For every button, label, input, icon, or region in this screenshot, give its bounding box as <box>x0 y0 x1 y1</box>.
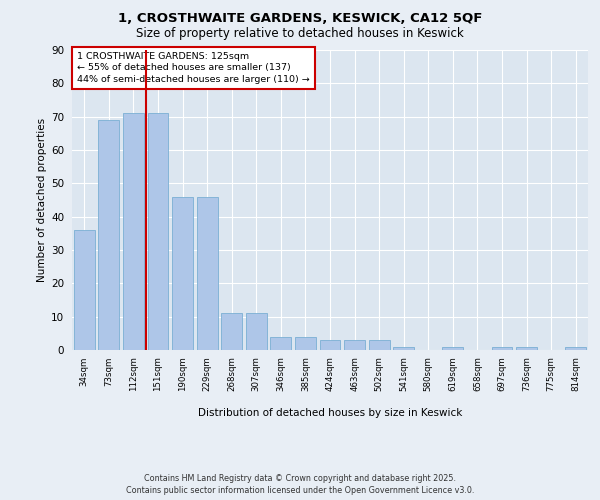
Y-axis label: Number of detached properties: Number of detached properties <box>37 118 47 282</box>
Text: 1, CROSTHWAITE GARDENS, KESWICK, CA12 5QF: 1, CROSTHWAITE GARDENS, KESWICK, CA12 5Q… <box>118 12 482 26</box>
Bar <box>123 114 144 350</box>
Bar <box>320 340 340 350</box>
Bar <box>295 336 316 350</box>
Bar <box>442 346 463 350</box>
Text: 1 CROSTHWAITE GARDENS: 125sqm
← 55% of detached houses are smaller (137)
44% of : 1 CROSTHWAITE GARDENS: 125sqm ← 55% of d… <box>77 52 310 84</box>
Text: Contains HM Land Registry data © Crown copyright and database right 2025.
Contai: Contains HM Land Registry data © Crown c… <box>126 474 474 495</box>
Bar <box>393 346 414 350</box>
Text: Size of property relative to detached houses in Keswick: Size of property relative to detached ho… <box>136 28 464 40</box>
Bar <box>246 314 267 350</box>
Bar <box>344 340 365 350</box>
Bar <box>271 336 292 350</box>
Bar <box>491 346 512 350</box>
Bar <box>197 196 218 350</box>
Bar <box>368 340 389 350</box>
Bar <box>148 114 169 350</box>
Bar <box>172 196 193 350</box>
Bar <box>565 346 586 350</box>
Bar <box>74 230 95 350</box>
Bar <box>516 346 537 350</box>
Text: Distribution of detached houses by size in Keswick: Distribution of detached houses by size … <box>198 408 462 418</box>
Bar <box>221 314 242 350</box>
Bar <box>98 120 119 350</box>
